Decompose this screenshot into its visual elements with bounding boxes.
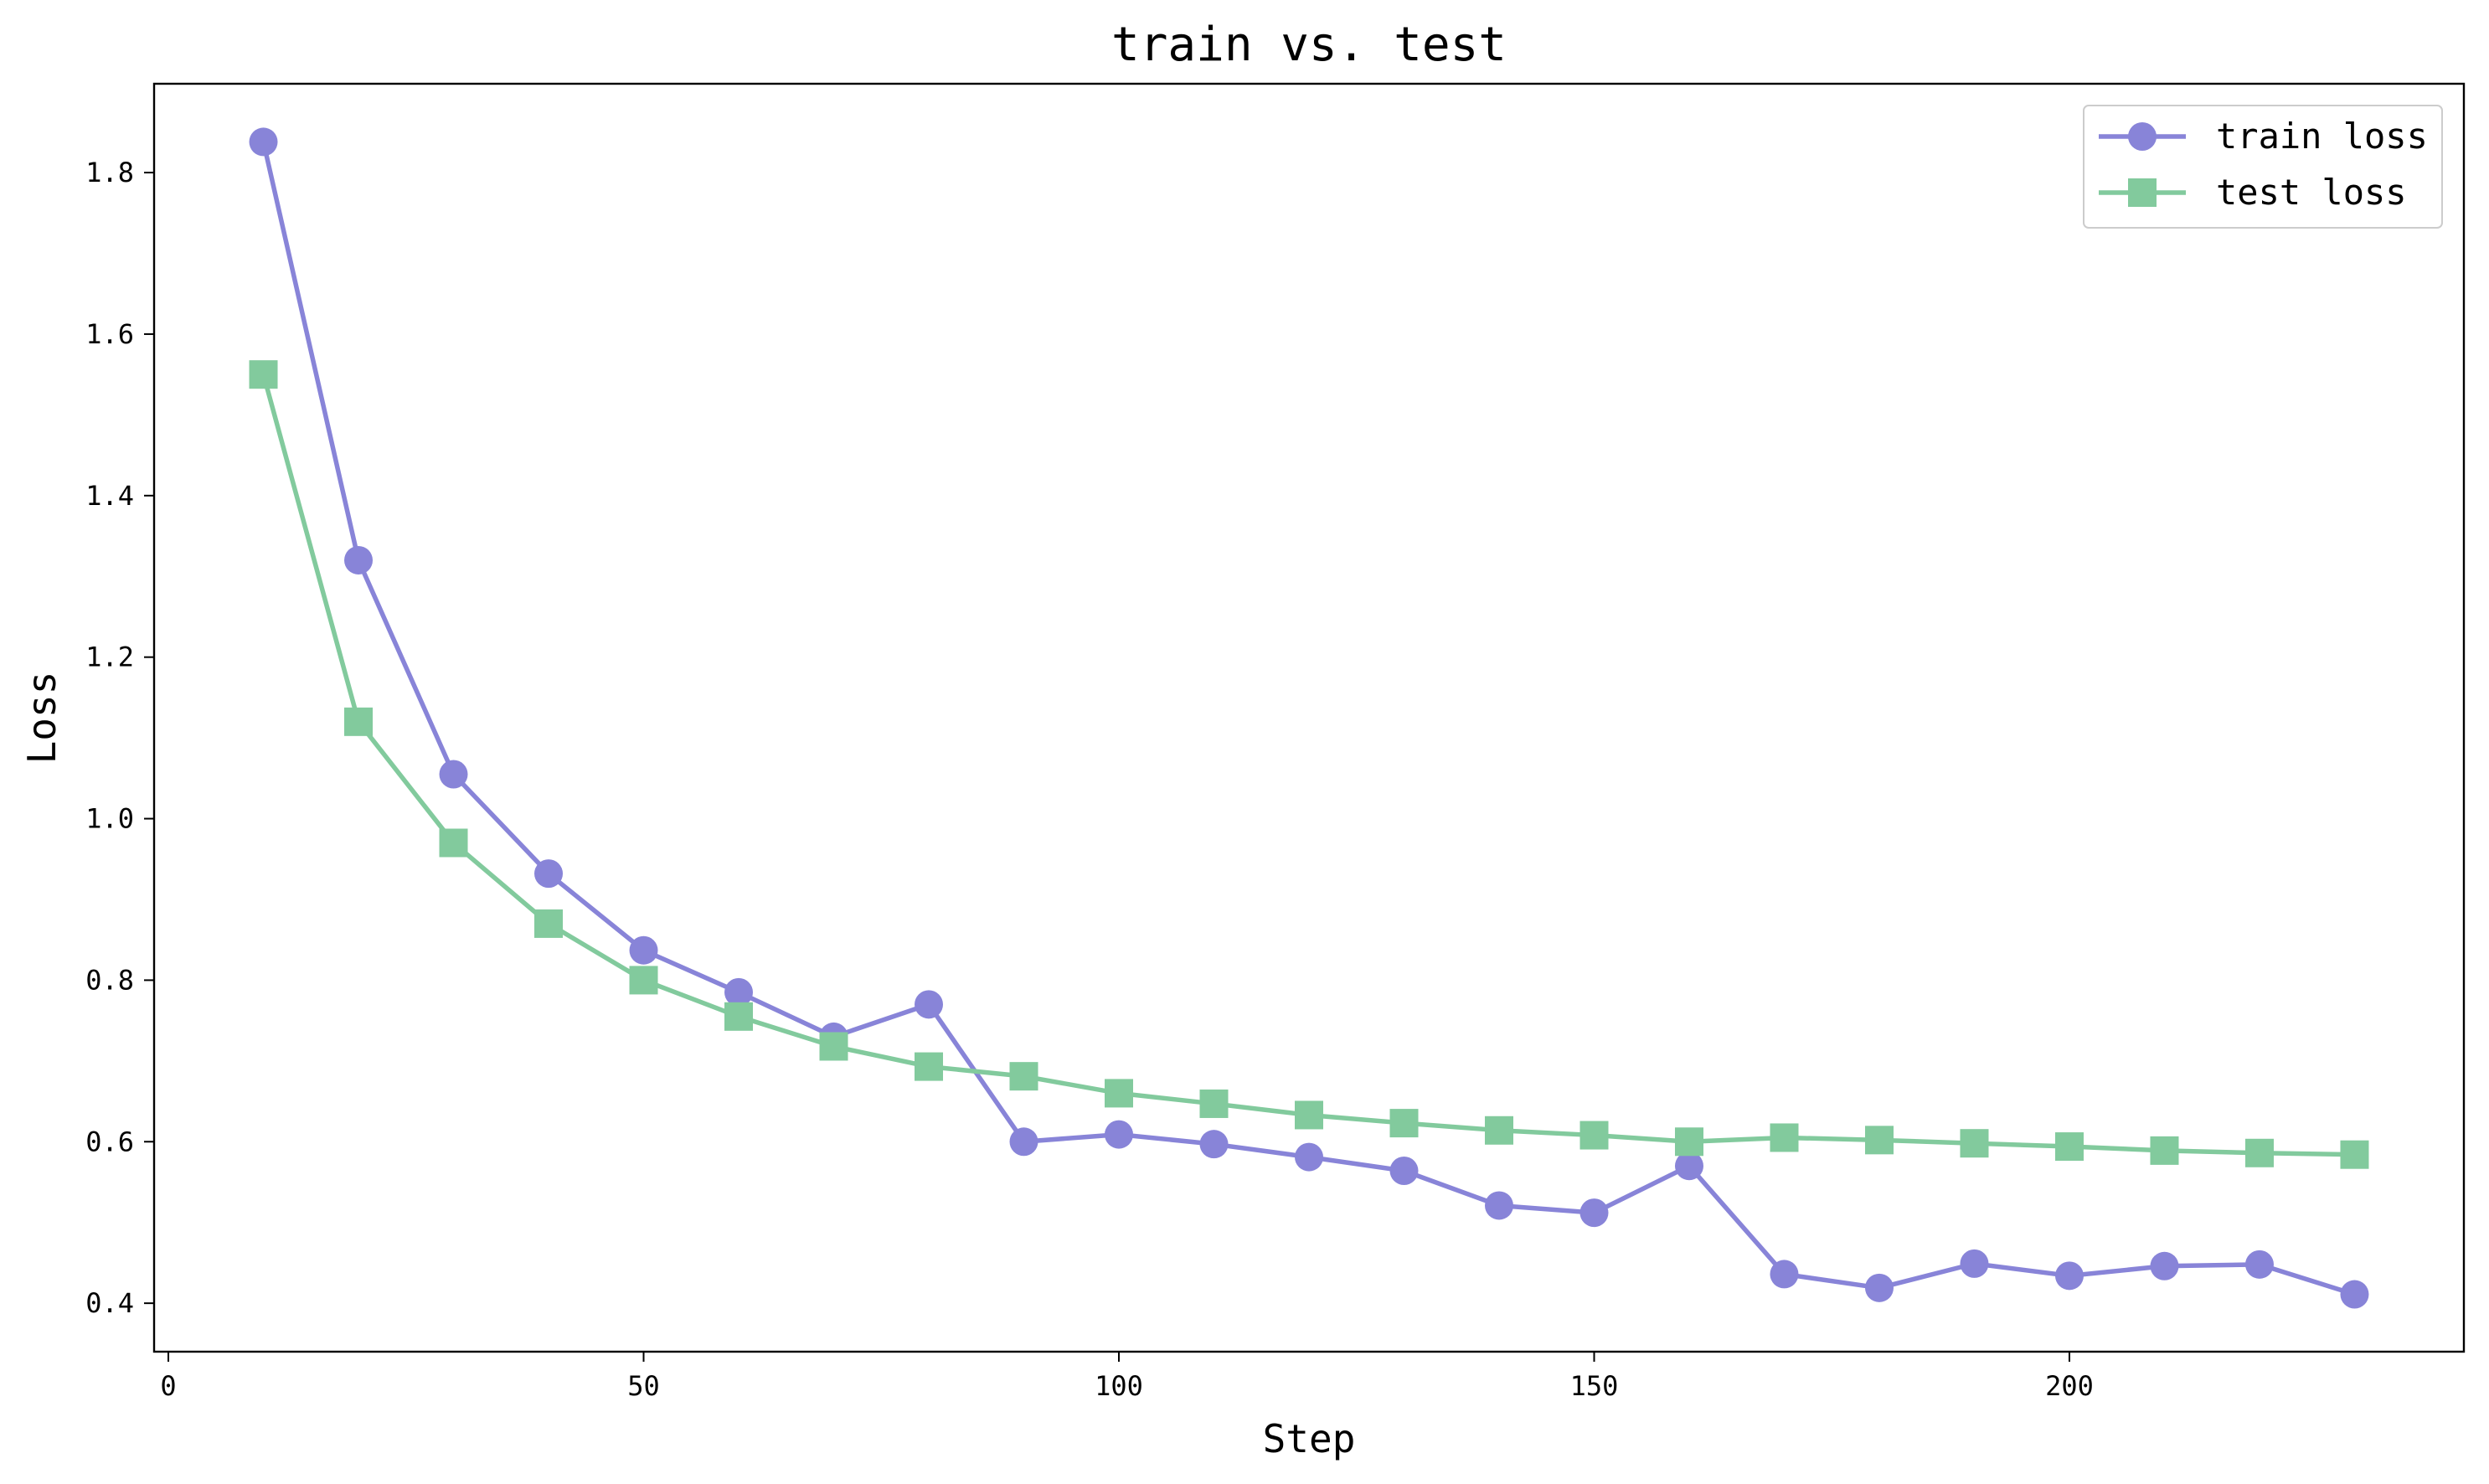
train-loss-point (1295, 1142, 1323, 1172)
y-axis-label: Loss (19, 672, 64, 765)
train-loss-point (1960, 1249, 1989, 1278)
x-axis: 0 50 100 150 200 (160, 1352, 2094, 1402)
train-loss-point (2150, 1251, 2179, 1280)
legend: train loss test loss (2083, 105, 2443, 229)
y-tick-label: 0.6 (85, 1126, 134, 1157)
test-loss-point (1674, 1127, 1703, 1157)
train-loss-point (1389, 1156, 1419, 1185)
chart-title: train vs. test (1111, 18, 1507, 72)
x-tick-label: 150 (1570, 1370, 1619, 1402)
train-loss-point (1864, 1273, 1894, 1302)
test-loss-point (1484, 1116, 1513, 1145)
test-loss-point (439, 828, 468, 858)
y-tick-label: 1.8 (85, 157, 134, 188)
test-loss-point (534, 909, 564, 938)
test-loss-point (2244, 1138, 2274, 1167)
test-loss-point (1389, 1109, 1419, 1138)
test-loss-point (915, 1052, 944, 1081)
test-loss-point (1009, 1062, 1038, 1091)
test-loss-point (344, 707, 374, 736)
train-loss-point (2244, 1250, 2274, 1279)
y-tick-label: 1.4 (85, 480, 134, 512)
y-tick-label: 0.4 (85, 1287, 134, 1319)
train-loss-point (1579, 1198, 1609, 1228)
train-loss-point (2340, 1280, 2369, 1309)
x-tick-label: 0 (160, 1370, 176, 1402)
train-loss-point (2054, 1261, 2084, 1291)
legend-train-label: train loss (2216, 116, 2428, 157)
x-tick-label: 100 (1095, 1370, 1143, 1402)
y-tick-label: 1.6 (85, 318, 134, 350)
train-loss-point (1105, 1120, 1134, 1149)
train-loss-point (439, 760, 468, 789)
test-loss-point (1864, 1126, 1894, 1155)
plot-frame (152, 82, 2466, 1353)
y-tick-label: 1.2 (85, 642, 134, 673)
x-axis-label: Step (1263, 1416, 1356, 1461)
test-loss-point (1105, 1079, 1134, 1108)
test-loss-point (629, 966, 658, 995)
test-loss-point (2150, 1136, 2179, 1165)
train-loss-point (1770, 1260, 1799, 1289)
x-tick-label: 200 (2045, 1370, 2094, 1402)
train-loss-point (915, 990, 944, 1019)
test-loss-point (249, 360, 278, 389)
train-loss-point (534, 859, 564, 889)
train-loss-point (249, 127, 278, 157)
plot-content (249, 127, 2369, 1309)
test-loss-point (2054, 1132, 2084, 1162)
legend-test-marker (2128, 178, 2157, 207)
test-loss-point (2340, 1140, 2369, 1169)
test-loss-point (1579, 1121, 1609, 1150)
legend-train-marker (2128, 122, 2157, 151)
train-loss-point (1199, 1130, 1229, 1159)
test-loss-point (819, 1032, 848, 1061)
y-axis: 0.4 0.6 0.8 1.0 1.2 1.4 1.6 1.8 (85, 157, 154, 1319)
train-loss-point (344, 545, 374, 575)
train-loss-point (1484, 1191, 1513, 1220)
test-loss-point (724, 1002, 754, 1031)
y-tick-label: 0.8 (85, 964, 134, 996)
test-loss-point (1960, 1129, 1989, 1158)
legend-test-label: test loss (2216, 172, 2407, 213)
train-loss-point (629, 935, 658, 965)
test-loss-point (1770, 1123, 1799, 1152)
train-loss-point (724, 977, 754, 1007)
train-loss-point (1674, 1152, 1703, 1181)
train-loss-point (1009, 1127, 1038, 1157)
y-tick-label: 1.0 (85, 803, 134, 835)
test-loss-point (1199, 1089, 1229, 1118)
x-tick-label: 50 (627, 1370, 660, 1402)
test-loss-point (1295, 1100, 1323, 1130)
